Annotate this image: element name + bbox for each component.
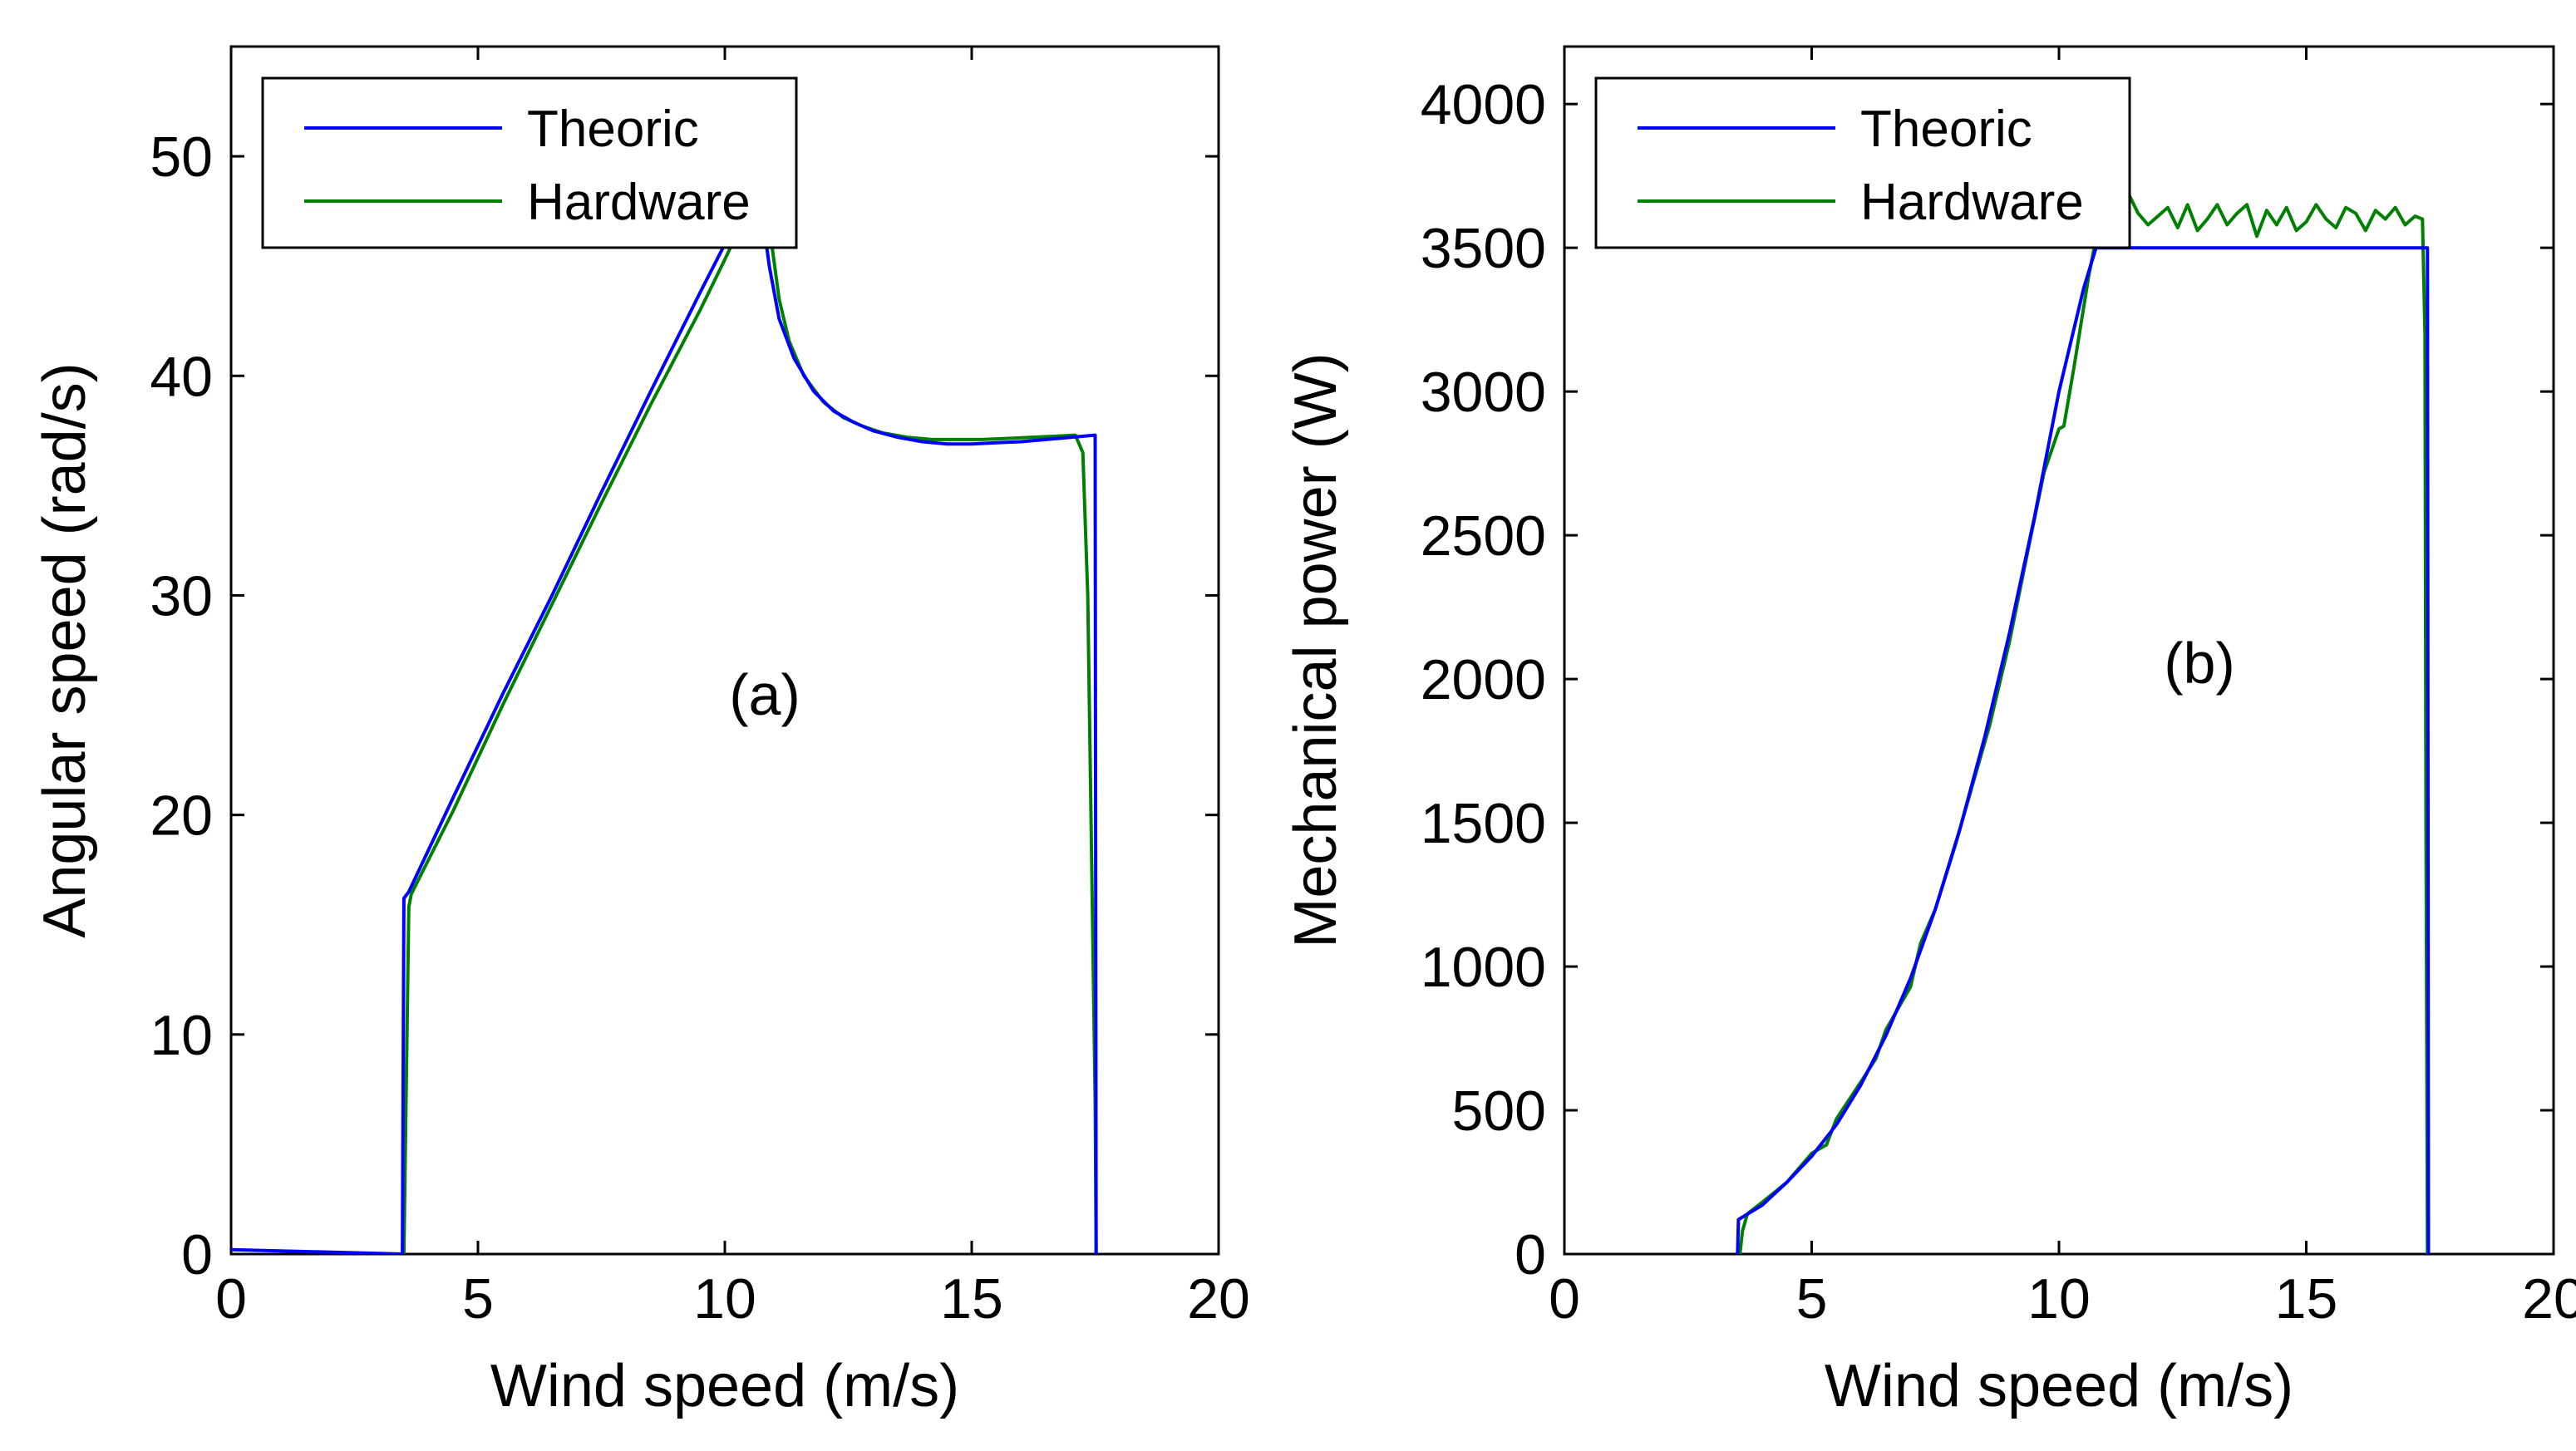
chart2-series-theoric-line xyxy=(1736,246,2431,1254)
chart1-x-tick-label-1: 5 xyxy=(462,1267,494,1330)
chart2-y-tick-label-3: 1500 xyxy=(1421,792,1546,855)
chart1-x-tick-label-0: 0 xyxy=(215,1267,247,1330)
chart2-y-tick-label-7: 3500 xyxy=(1421,217,1546,280)
chart1-legend-label-theoric: Theoric xyxy=(527,101,699,158)
chart2-panel: 0 5 10 15 20 0 500 1000 1500 2000 2500 3000 3500 4000… xyxy=(1283,45,2576,1419)
chart1-x-tick-label-2: 10 xyxy=(693,1267,756,1330)
chart1-y-tick-label-1: 10 xyxy=(150,1004,213,1067)
chart2-x-tick-label-4: 20 xyxy=(2522,1267,2576,1330)
chart2-y-axis-label: Mechanical power (W) xyxy=(1283,352,1349,947)
chart2-y-tick-label-0: 0 xyxy=(1515,1223,1546,1286)
chart2-x-tick-label-0: 0 xyxy=(1549,1267,1580,1330)
chart2-x-tick-label-2: 10 xyxy=(2027,1267,2091,1330)
chart2-y-tick-label-5: 2500 xyxy=(1421,504,1546,568)
chart2-legend-label-hardware: Hardware xyxy=(1860,174,2084,231)
chart1-x-tick-label-3: 15 xyxy=(940,1267,1003,1330)
chart1-y-tick-label-4: 40 xyxy=(150,345,213,408)
chart2-legend-label-theoric: Theoric xyxy=(1860,101,2032,158)
chart2-y-tick-label-4: 2000 xyxy=(1421,648,1546,711)
chart1-legend-label-hardware: Hardware xyxy=(527,174,751,231)
chart2-legend-box xyxy=(1594,76,2131,249)
chart2-y-tick-label-2: 1000 xyxy=(1421,936,1546,999)
chart1-series-group xyxy=(231,187,1098,1254)
chart1-y-axis-label: Angular speed (rad/s) xyxy=(32,362,98,937)
chart1-panel: 0 5 10 15 20 0 10 20 30 40 50 Wind speed (m/s) Angul… xyxy=(32,45,1250,1419)
chart2-x-tick-label-1: 5 xyxy=(1796,1267,1828,1330)
chart1-x-tick-label-4: 20 xyxy=(1187,1267,1250,1330)
chart1-x-axis-label: Wind speed (m/s) xyxy=(490,1353,959,1419)
chart2-series-hardware-line xyxy=(1738,191,2430,1254)
chart1-y-tick-label-0: 0 xyxy=(181,1223,213,1286)
chart1-y-tick-label-5: 50 xyxy=(150,125,213,189)
chart1-y-tick-label-3: 30 xyxy=(150,564,213,627)
chart2-y-tick-label-8: 4000 xyxy=(1421,73,1546,136)
chart1-legend-box xyxy=(261,76,798,249)
chart1-legend: Theoric Hardware xyxy=(261,76,798,249)
chart1-panel-label: (a) xyxy=(729,662,800,727)
chart2-x-axis-label: Wind speed (m/s) xyxy=(1825,1353,2293,1419)
chart2-y-tick-label-1: 500 xyxy=(1452,1080,1546,1143)
chart2-series-group xyxy=(1736,191,2431,1254)
chart2-legend: Theoric Hardware xyxy=(1594,76,2131,249)
chart2-panel-label: (b) xyxy=(2164,631,2235,696)
chart1-y-tick-label-2: 20 xyxy=(150,785,213,848)
chart2-y-tick-label-6: 3000 xyxy=(1421,361,1546,424)
chart2-x-tick-label-3: 15 xyxy=(2275,1267,2338,1330)
chart1-series-theoric-line xyxy=(231,187,1098,1254)
